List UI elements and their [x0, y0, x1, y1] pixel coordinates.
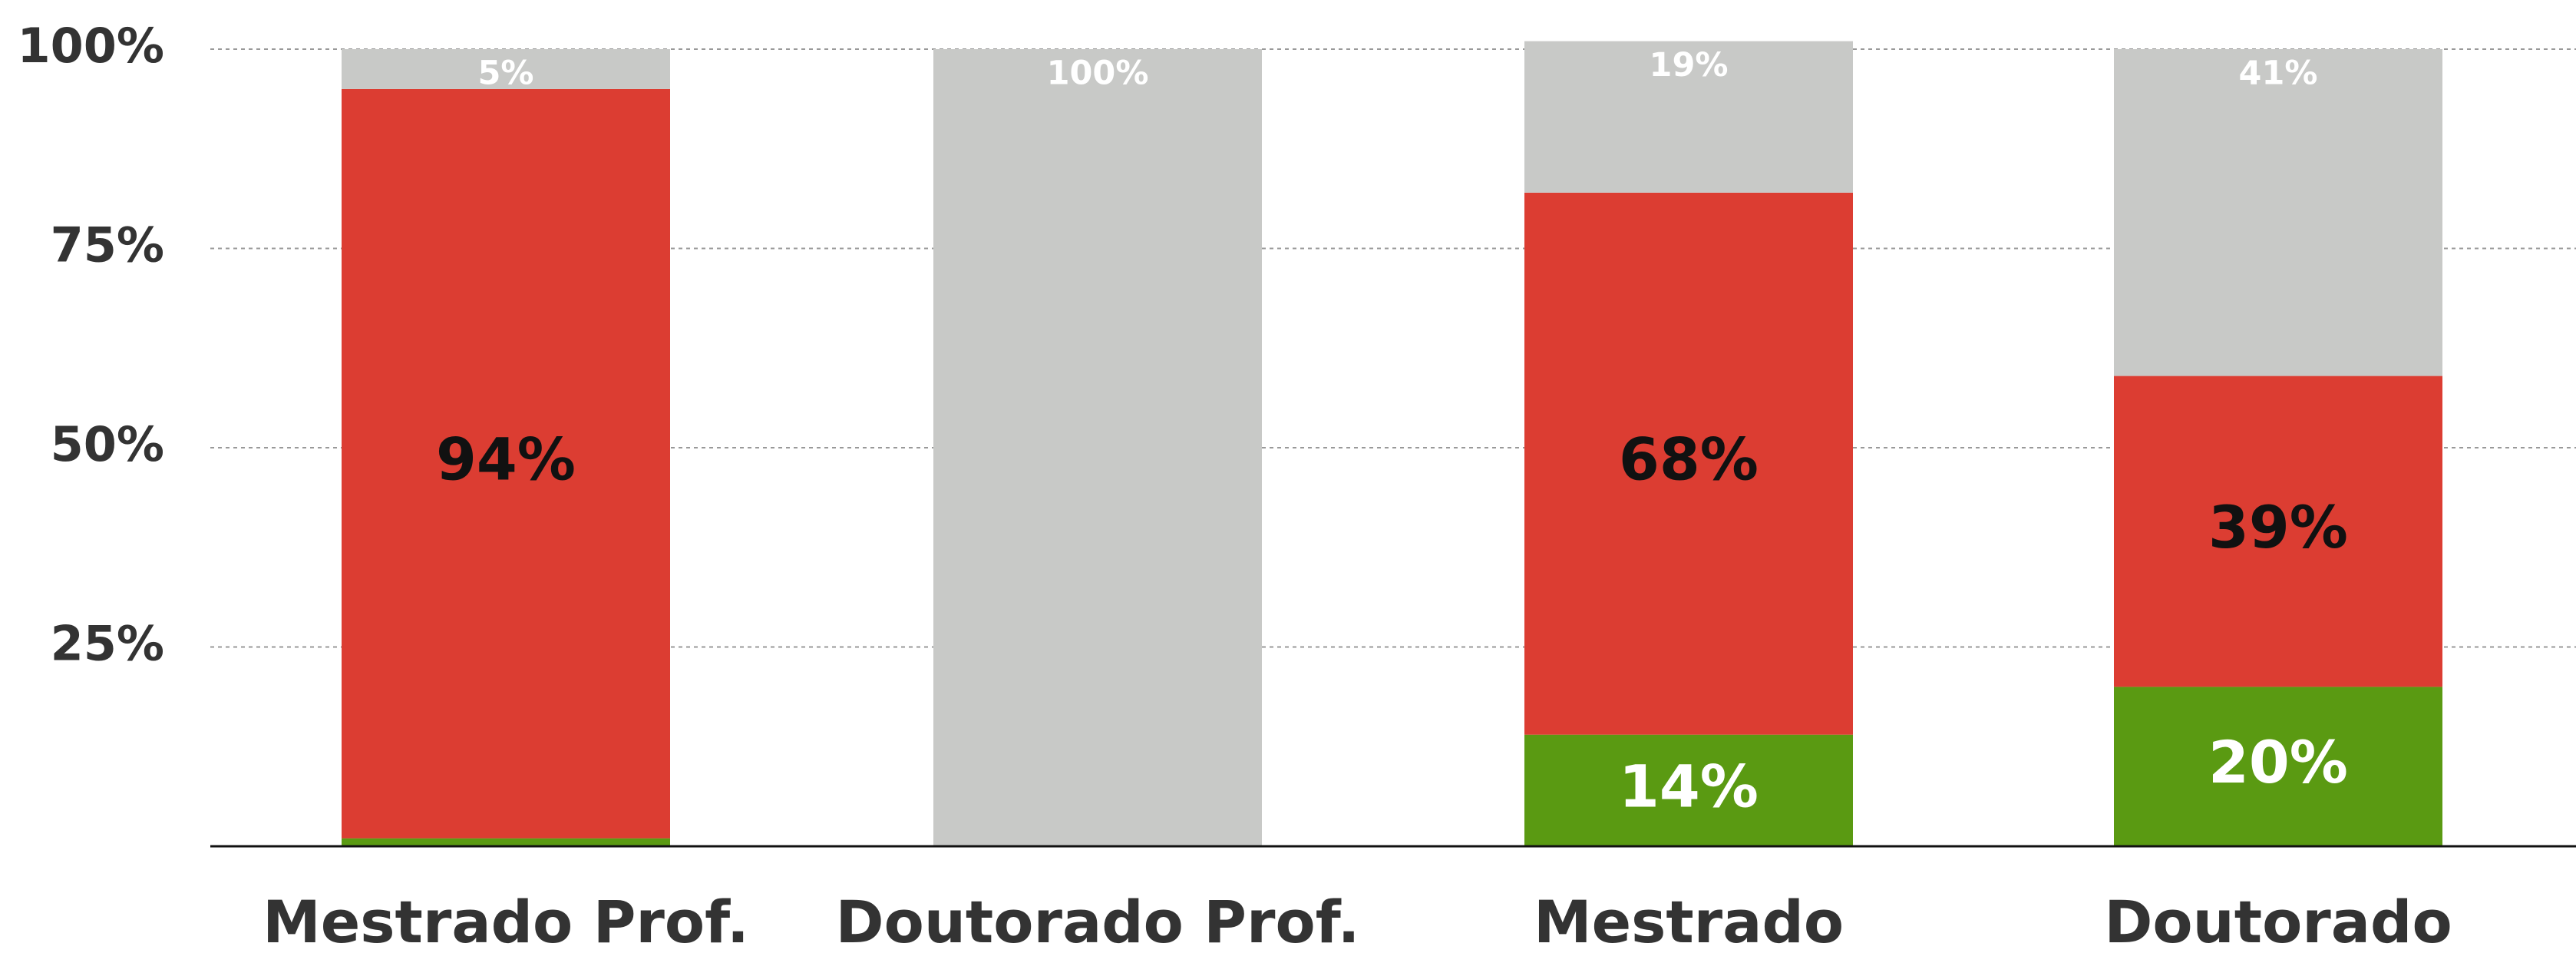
data-label: 100% — [1047, 55, 1149, 93]
bar-segment — [2114, 687, 2442, 846]
data-label: 68% — [1619, 425, 1759, 494]
bar-segment — [1524, 41, 1853, 193]
bar-segment — [2114, 49, 2442, 376]
bar-segment — [1524, 192, 1853, 735]
data-label: 19% — [1650, 46, 1729, 84]
bar-segment — [342, 88, 670, 839]
bar-segment — [2114, 376, 2442, 687]
bar-segment — [342, 49, 670, 89]
x-tick-label: Mestrado — [1534, 888, 1844, 956]
bar-segment — [933, 49, 1262, 846]
x-tick-label: Mestrado Prof. — [263, 888, 749, 956]
data-label: 14% — [1619, 752, 1759, 820]
data-label: 5% — [477, 55, 533, 93]
data-label: 41% — [2239, 55, 2318, 93]
y-tick-label: 50% — [51, 416, 164, 472]
y-tick-label: 100% — [17, 18, 164, 74]
data-label: 20% — [2208, 728, 2348, 796]
y-tick-label: 75% — [51, 217, 164, 273]
y-tick-label: 25% — [51, 616, 164, 672]
bar-segment — [342, 838, 670, 846]
data-label: 39% — [2208, 493, 2348, 561]
x-tick-label: Doutorado — [2104, 888, 2452, 956]
x-tick-label: Doutorado Prof. — [836, 888, 1360, 956]
data-label: 94% — [436, 425, 576, 494]
bar-segment — [1524, 734, 1853, 846]
